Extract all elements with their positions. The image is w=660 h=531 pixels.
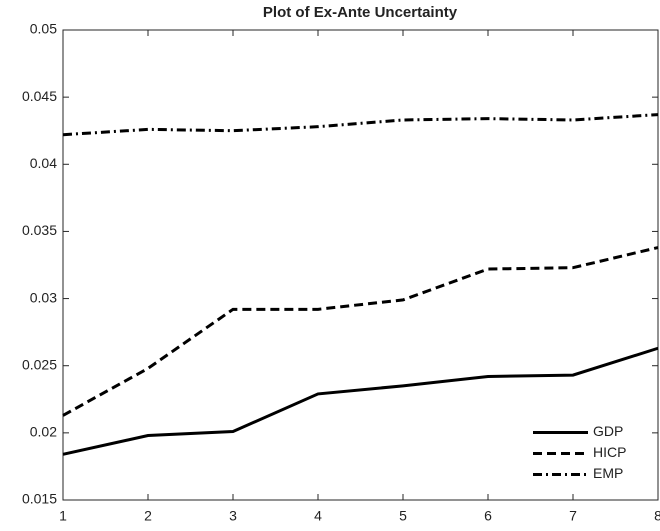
legend-label: GDP [593,423,623,439]
y-tick-label: 0.045 [22,88,57,104]
x-tick-label: 4 [314,508,322,524]
x-tick-label: 3 [229,508,237,524]
plot-frame [62,29,659,501]
x-tick-label: 6 [484,508,492,524]
x-tick-label: 5 [399,508,407,524]
line-series [62,246,659,417]
x-tick-label: 8 [654,508,660,524]
x-tick-label: 2 [144,508,152,524]
y-tick-label: 0.02 [30,424,57,440]
y-tick-label: 0.03 [30,289,57,305]
line-series [62,346,659,456]
x-tick-label: 7 [569,508,577,524]
y-tick-label: 0.025 [22,356,57,372]
legend-label: EMP [593,465,623,481]
y-tick-label: 0.05 [30,21,57,37]
chart-title: Plot of Ex-Ante Uncertainty [263,4,458,21]
line-series [62,113,659,137]
x-tick-label: 1 [59,508,67,524]
y-tick-label: 0.035 [22,222,57,238]
legend-label: HICP [593,444,626,460]
y-tick-label: 0.015 [22,491,57,507]
y-tick-label: 0.04 [30,155,57,171]
